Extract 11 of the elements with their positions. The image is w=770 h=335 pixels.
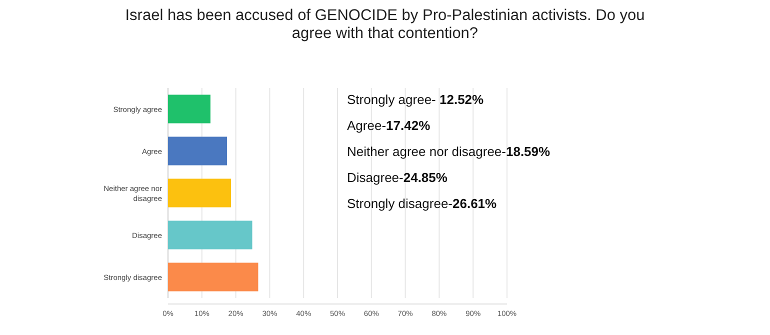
bar [168, 178, 232, 208]
annotation: Agree-17.42% [347, 118, 431, 133]
annotation: Neither agree nor disagree-18.59% [347, 144, 551, 159]
bar [168, 262, 258, 292]
annotation: Strongly disagree-26.61% [347, 196, 498, 211]
chart-title: Israel has been accused of GENOCIDE by Pro-Palestinian activists. Do you agree with that contention? [125, 7, 645, 42]
annotation: Strongly agree- 12.52% [347, 92, 484, 107]
annotation: Disagree-24.85% [347, 170, 448, 185]
bar [168, 136, 228, 166]
bar [168, 220, 252, 250]
bar [168, 94, 210, 124]
